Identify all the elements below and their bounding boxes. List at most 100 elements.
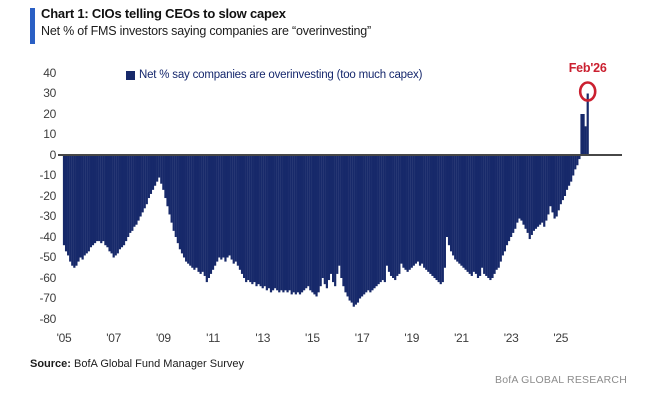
- capex-bar: [387, 155, 391, 272]
- capex-bar: [429, 155, 432, 274]
- capex-bar: [356, 155, 360, 303]
- capex-bar: [522, 155, 525, 225]
- capex-bar: [528, 155, 531, 240]
- capex-bar: [216, 155, 219, 262]
- capex-bar: [106, 155, 109, 248]
- capex-bar: [85, 155, 88, 254]
- capex-bar: [89, 155, 93, 248]
- capex-bar: [338, 155, 341, 266]
- capex-bar: [329, 155, 333, 274]
- chart-title: Chart 1: CIOs telling CEOs to slow capex: [41, 6, 286, 21]
- capex-bar: [158, 155, 161, 178]
- capex-bar: [541, 155, 544, 223]
- capex-bar: [129, 155, 132, 233]
- capex-bar: [443, 155, 446, 268]
- brand-footer: BofA GLOBAL RESEARCH: [495, 374, 627, 386]
- capex-bar: [162, 155, 165, 190]
- capex-bar: [412, 155, 415, 266]
- capex-bar: [418, 155, 422, 266]
- capex-bar: [561, 155, 564, 201]
- capex-bar: [398, 155, 401, 274]
- capex-bar: [414, 155, 417, 264]
- capex-bar: [127, 155, 130, 237]
- capex-bar: [536, 155, 540, 227]
- capex-bar: [271, 155, 275, 291]
- capex-bar: [555, 155, 558, 217]
- source-line: Source: BofA Global Fund Manager Survey: [30, 358, 244, 370]
- capex-bar: [327, 155, 331, 281]
- y-axis-tick-label: -40: [39, 229, 57, 244]
- capex-bar: [187, 155, 190, 264]
- capex-bar: [180, 155, 184, 254]
- legend-swatch-icon: [126, 71, 135, 80]
- x-axis-tick-label: '13: [255, 331, 271, 345]
- capex-bar: [172, 155, 175, 231]
- capex-bar: [267, 155, 271, 289]
- capex-bar: [319, 155, 322, 287]
- capex-bar: [156, 155, 159, 182]
- capex-bar: [342, 155, 345, 287]
- capex-bar: [421, 155, 424, 264]
- x-axis-tick-label: '11: [206, 331, 220, 345]
- capex-bar: [137, 155, 140, 221]
- capex-bar: [435, 155, 438, 281]
- capex-bar: [191, 155, 194, 268]
- capex-bar: [178, 155, 182, 250]
- capex-bar: [242, 155, 246, 278]
- capex-bar: [458, 155, 461, 264]
- capex-bar: [375, 155, 378, 287]
- capex-bar: [481, 155, 484, 268]
- capex-bar: [116, 155, 119, 254]
- capex-bar: [495, 155, 498, 270]
- capex-bar: [406, 155, 409, 272]
- capex-bar: [526, 155, 529, 233]
- capex-bar: [274, 155, 277, 289]
- capex-bar: [487, 155, 490, 278]
- capex-bar: [586, 93, 589, 155]
- capex-bar: [313, 155, 316, 295]
- capex-bar: [247, 155, 250, 281]
- capex-bar: [478, 155, 482, 276]
- y-axis-tick-label: 0: [49, 147, 57, 162]
- capex-bar: [303, 155, 306, 291]
- capex-bar: [81, 155, 84, 260]
- capex-bar: [79, 155, 82, 258]
- capex-bar: [325, 155, 328, 289]
- capex-bar: [539, 155, 542, 225]
- capex-bar: [139, 155, 142, 217]
- capex-bar: [108, 155, 111, 252]
- capex-bar: [232, 155, 235, 264]
- capex-bar: [543, 155, 546, 227]
- capex-bar: [91, 155, 95, 246]
- capex-bar: [402, 155, 405, 268]
- capex-bar: [120, 155, 124, 248]
- capex-bar: [236, 155, 239, 266]
- capex-bar: [168, 155, 171, 215]
- capex-bar: [363, 155, 366, 295]
- capex-bar: [286, 155, 289, 293]
- capex-bar: [118, 155, 121, 250]
- capex-bar: [503, 155, 507, 252]
- capex-bar: [360, 155, 364, 297]
- capex-bar: [530, 155, 533, 235]
- capex-bar: [563, 155, 567, 196]
- capex-bar: [145, 155, 148, 205]
- capex-bar: [276, 155, 279, 291]
- capex-bar: [466, 155, 469, 272]
- legend: Net % say companies are overinvesting (t…: [126, 69, 422, 81]
- capex-bar: [549, 155, 552, 207]
- capex-bar: [468, 155, 471, 274]
- capex-bar: [572, 155, 575, 176]
- capex-bar: [400, 155, 403, 264]
- capex-bar: [437, 155, 440, 283]
- x-axis-tick-label: '17: [354, 331, 370, 345]
- capex-bar: [253, 155, 256, 283]
- capex-bar: [83, 155, 86, 256]
- capex-bar: [369, 155, 372, 293]
- capex-bar: [567, 155, 571, 186]
- capex-bar: [143, 155, 146, 209]
- capex-bar: [197, 155, 200, 272]
- capex-bar: [520, 155, 523, 221]
- capex-bar: [456, 155, 459, 262]
- capex-bar: [344, 155, 347, 293]
